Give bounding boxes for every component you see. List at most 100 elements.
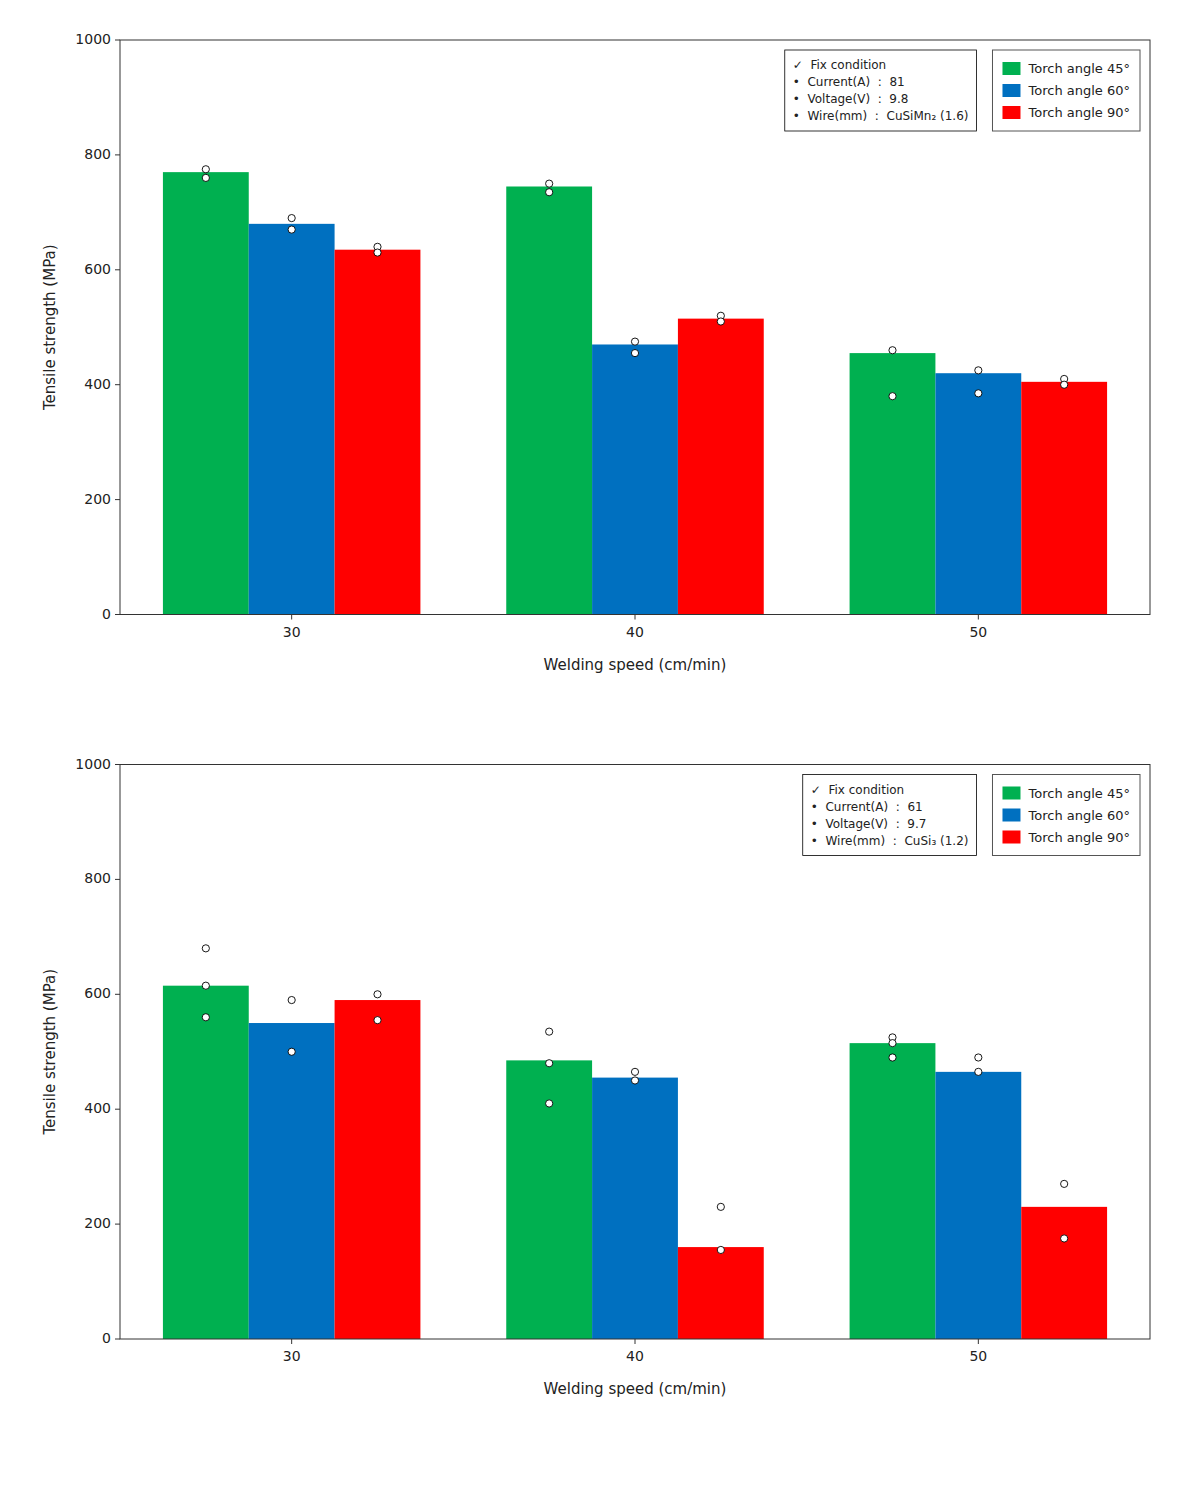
y-axis-label: Tensile strength (MPa) — [41, 969, 59, 1136]
y-tick — [115, 994, 120, 995]
legend-swatch — [1002, 106, 1020, 119]
x-tick-label: 50 — [969, 624, 987, 640]
y-axis-label: Tensile strength (MPa) — [41, 244, 59, 411]
legend-swatch — [1002, 809, 1020, 822]
bar — [249, 1023, 335, 1339]
legend-label: Torch angle 90° — [1027, 105, 1130, 120]
annotation-frame — [785, 50, 977, 131]
y-tick — [115, 269, 120, 270]
sample-dot — [1061, 1235, 1068, 1242]
sample-dot — [202, 982, 209, 989]
bar — [935, 1072, 1021, 1339]
sample-dot — [975, 1068, 982, 1075]
x-tick-label: 40 — [626, 1348, 644, 1364]
y-tick-label: 0 — [102, 606, 111, 622]
sample-dot — [202, 174, 209, 181]
x-tick — [291, 1339, 292, 1344]
sample-dot — [1061, 381, 1068, 388]
x-tick-label: 50 — [969, 1348, 987, 1364]
legend-swatch — [1002, 84, 1020, 97]
bar — [935, 373, 1021, 614]
bar — [850, 353, 936, 614]
sample-dot — [975, 390, 982, 397]
annotation-line: ✓ Fix condition — [811, 783, 904, 797]
y-tick-label: 600 — [84, 261, 111, 277]
x-tick-label: 40 — [626, 624, 644, 640]
y-tick — [115, 1339, 120, 1340]
sample-dot — [546, 180, 553, 187]
legend-swatch — [1002, 787, 1020, 800]
bar — [850, 1043, 936, 1339]
sample-dot — [631, 1068, 638, 1075]
sample-dot — [717, 1246, 724, 1253]
sample-dot — [288, 214, 295, 221]
bar — [163, 986, 249, 1339]
y-tick-label: 800 — [84, 870, 111, 886]
chart-canvas: 02004006008001000304050Welding speed (cm… — [0, 0, 1190, 1489]
x-tick — [635, 1339, 636, 1344]
y-tick-label: 200 — [84, 1215, 111, 1231]
annotation-line: ✓ Fix condition — [793, 58, 886, 72]
bar — [592, 1078, 678, 1339]
bar — [506, 186, 592, 614]
sample-dot — [546, 1028, 553, 1035]
legend-box — [992, 775, 1140, 856]
bar — [335, 250, 421, 615]
plot-frame — [120, 40, 1150, 615]
legend-swatch — [1002, 62, 1020, 75]
annotation-line: • Current(A) : 61 — [811, 800, 923, 814]
legend-label: Torch angle 45° — [1027, 786, 1130, 801]
legend: Torch angle 45°Torch angle 60°Torch angl… — [992, 775, 1140, 856]
sample-dot — [975, 1054, 982, 1061]
annotation-box: ✓ Fix condition• Current(A) : 61• Voltag… — [803, 775, 977, 856]
bar — [335, 1000, 421, 1339]
sample-dot — [717, 1203, 724, 1210]
y-tick — [115, 154, 120, 155]
y-tick-label: 1000 — [75, 31, 111, 47]
y-tick — [115, 40, 120, 41]
y-tick — [115, 1224, 120, 1225]
legend-label: Torch angle 60° — [1027, 83, 1130, 98]
sample-dot — [202, 166, 209, 173]
sample-dot — [631, 350, 638, 357]
annotation-line: • Voltage(V) : 9.8 — [793, 92, 909, 106]
bar — [506, 1060, 592, 1339]
x-tick — [635, 615, 636, 620]
annotation-box: ✓ Fix condition • Current(A) : 81 • Voltag… — [785, 50, 977, 131]
sample-dot — [889, 1040, 896, 1047]
legend: Torch angle 45° Torch angle 60° Torch angl… — [992, 50, 1140, 131]
legend-swatch — [1002, 831, 1020, 844]
y-tick — [115, 384, 120, 385]
y-tick — [115, 879, 120, 880]
x-tick — [291, 615, 292, 620]
sample-dot — [631, 338, 638, 345]
bar — [1021, 382, 1107, 615]
y-tick — [115, 499, 120, 500]
bar — [592, 344, 678, 614]
sample-dot — [374, 991, 381, 998]
bar — [678, 1247, 764, 1339]
sample-dot — [288, 1048, 295, 1055]
sample-dot — [374, 1017, 381, 1024]
sample-dot — [889, 393, 896, 400]
x-axis-label: Welding speed (cm/min) — [544, 656, 727, 674]
y-tick — [115, 764, 120, 765]
legend-label: Torch angle 45° — [1027, 61, 1130, 76]
annotation-line: • Current(A) : 81 — [793, 75, 905, 89]
legend-label: Torch angle 60° — [1027, 808, 1130, 823]
sample-dot — [889, 1054, 896, 1061]
sample-dot — [202, 1014, 209, 1021]
sample-dot — [374, 249, 381, 256]
sample-dot — [546, 1100, 553, 1107]
x-tick — [978, 615, 979, 620]
sample-dot — [889, 347, 896, 354]
x-axis-label: Welding speed (cm/min) — [544, 1380, 727, 1398]
y-tick-label: 200 — [84, 491, 111, 507]
sample-dot — [546, 1060, 553, 1067]
sample-dot — [288, 226, 295, 233]
y-tick-label: 1000 — [75, 756, 111, 772]
chart-1: 02004006008001000304050Welding speed (cm… — [41, 756, 1150, 1399]
y-tick-label: 400 — [84, 1100, 111, 1116]
y-tick-label: 600 — [84, 985, 111, 1001]
annotation-line: • Wire(mm) : CuSi₃ (1.2) — [811, 834, 969, 848]
